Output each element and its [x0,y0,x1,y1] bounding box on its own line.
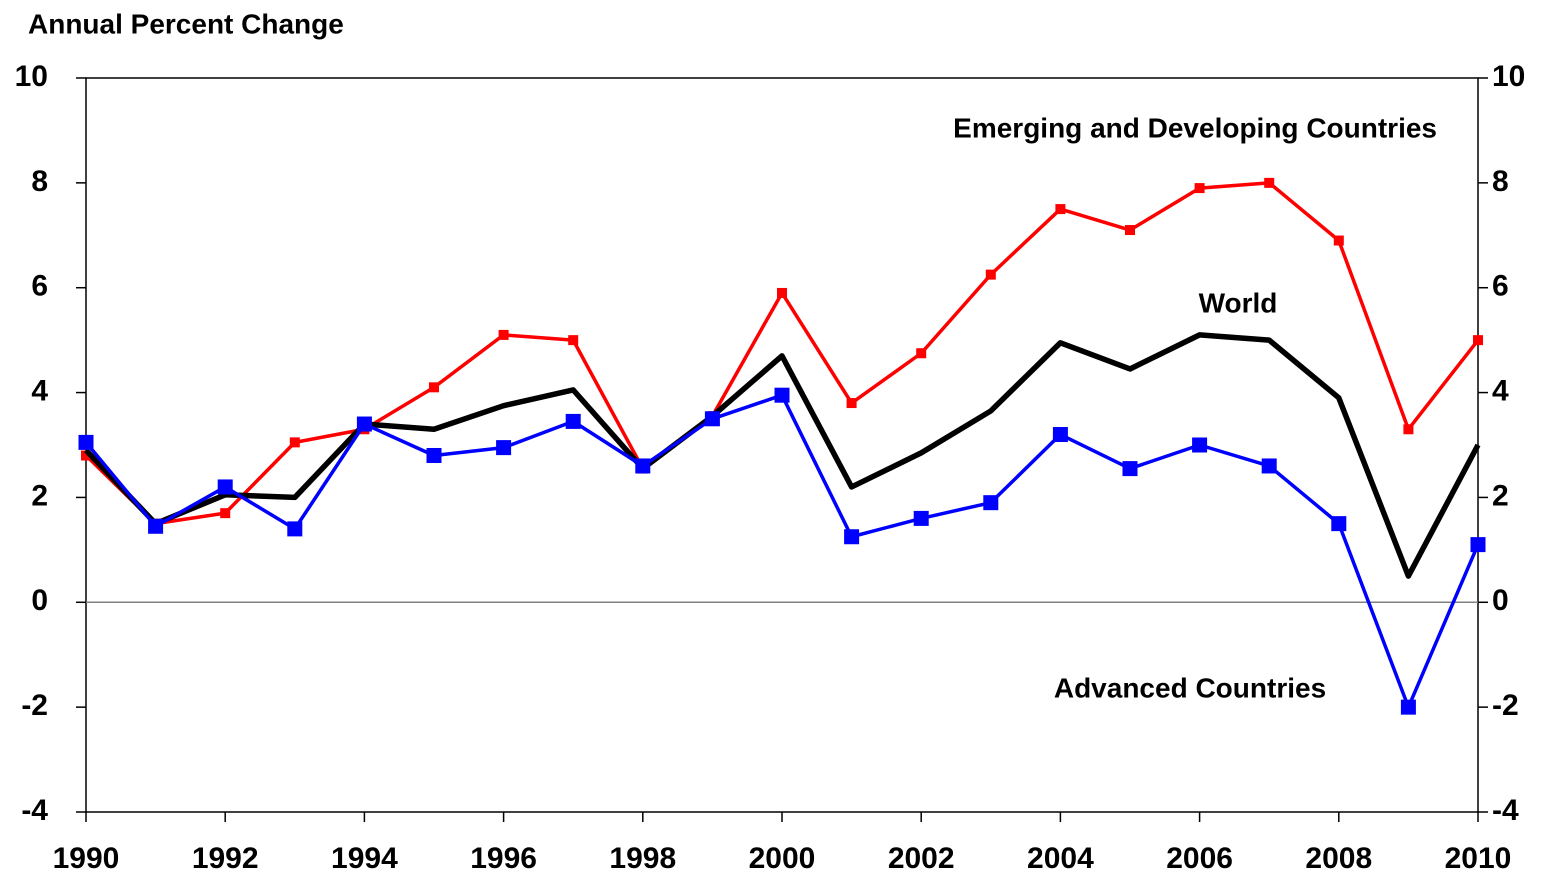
marker [985,269,996,280]
y2-tick-label: -2 [1492,689,1519,722]
marker [1122,461,1138,477]
marker [1331,516,1347,532]
marker [429,382,439,393]
y-tick-label: 10 [15,60,48,93]
series-label: Emerging and Developing Countries [953,112,1437,143]
marker [1194,183,1205,194]
marker [774,387,790,403]
y2-tick-label: 4 [1492,374,1509,407]
marker [1055,204,1066,215]
y2-tick-label: 8 [1492,165,1509,198]
marker [78,434,94,450]
marker [220,508,231,519]
marker [498,329,509,340]
x-tick-label: 2010 [1445,842,1512,875]
marker [426,447,442,463]
marker [289,437,300,448]
x-tick-label: 2008 [1305,842,1372,875]
marker [356,416,372,432]
y-tick-label: 8 [31,165,48,198]
marker [635,458,651,474]
x-tick-label: 1994 [331,842,398,875]
marker [704,411,720,427]
y2-tick-label: -4 [1492,794,1519,827]
marker [1333,235,1344,246]
marker [777,287,787,298]
y2-tick-label: 0 [1492,584,1509,617]
x-tick-label: 2006 [1166,842,1233,875]
marker [1403,424,1414,435]
series-label: Advanced Countries [1054,672,1326,703]
series-label: World [1199,287,1278,318]
marker [148,518,164,534]
y-tick-label: -2 [21,689,48,722]
marker [1125,225,1135,236]
x-tick-label: 1998 [609,842,676,875]
y-tick-label: 4 [31,374,48,407]
marker [496,440,512,456]
marker [1261,458,1277,474]
series-line [84,332,1481,579]
x-tick-label: 2000 [749,842,816,875]
marker [844,529,860,545]
marker [916,348,927,359]
y2-tick-label: 6 [1492,270,1509,303]
marker [565,413,581,429]
x-tick-label: 2004 [1027,842,1094,875]
marker [1473,335,1483,346]
y2-tick-label: 10 [1492,60,1525,93]
y-tick-label: -4 [21,794,48,827]
y-tick-label: 6 [31,270,48,303]
marker [217,479,233,495]
marker [287,521,303,537]
marker [568,335,579,346]
marker [913,510,929,526]
x-tick-label: 1990 [53,842,120,875]
y2-tick-label: 2 [1492,479,1509,512]
marker [1400,699,1416,715]
marker [846,398,857,409]
x-tick-label: 2002 [888,842,955,875]
marker [1264,177,1275,188]
marker [1470,537,1486,553]
marker [81,450,91,461]
x-tick-label: 1992 [192,842,259,875]
marker [1052,427,1068,443]
y-tick-label: 2 [31,479,48,512]
marker [983,495,999,511]
y-tick-label: 0 [31,584,48,617]
y-axis-label: Annual Percent Change [28,8,344,39]
x-tick-label: 1996 [470,842,537,875]
marker [1192,437,1208,453]
